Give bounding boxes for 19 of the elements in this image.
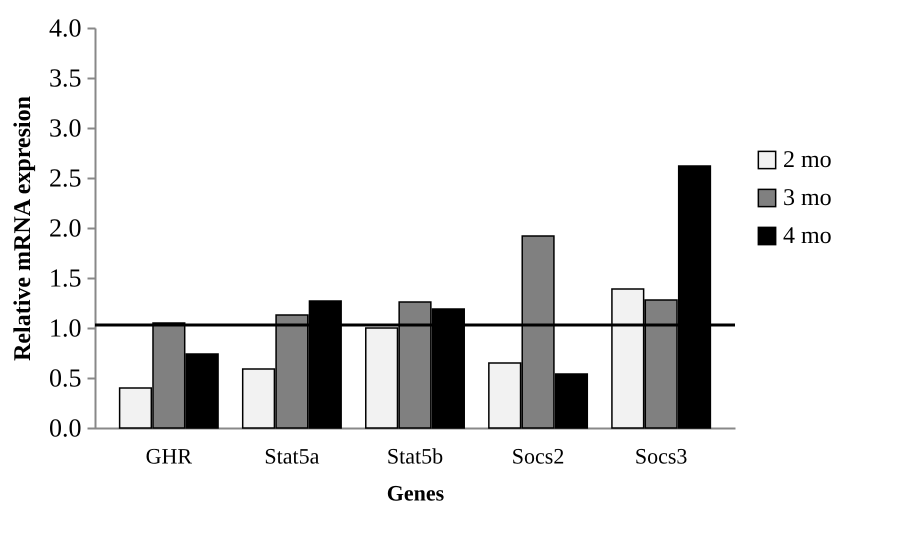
y-tick-label: 2.5	[49, 164, 82, 192]
y-tick-label: 4.0	[49, 14, 82, 42]
x-tick-label: Stat5a	[264, 444, 320, 468]
y-tick-label: 1.0	[49, 314, 82, 342]
legend-label: 4 mo	[783, 223, 832, 249]
x-tick-label: GHR	[146, 444, 192, 468]
x-tick-label: Socs3	[634, 444, 688, 468]
y-tick-label: 3.0	[49, 114, 82, 142]
legend-label: 2 mo	[783, 147, 832, 173]
x-tick-label: Stat5b	[386, 444, 444, 468]
y-tick-label: 2.0	[49, 214, 82, 242]
y-axis-title: Relative mRNA expresion	[10, 96, 36, 361]
x-axis-title: Genes	[386, 480, 445, 506]
x-tick-label: Socs2	[512, 444, 564, 468]
y-tick-label: 0.0	[49, 414, 82, 442]
y-tick-label: 1.5	[49, 264, 82, 292]
y-tick-label: 3.5	[49, 64, 82, 92]
legend-label: 3 mo	[783, 185, 832, 211]
y-tick-label: 0.5	[49, 364, 82, 392]
